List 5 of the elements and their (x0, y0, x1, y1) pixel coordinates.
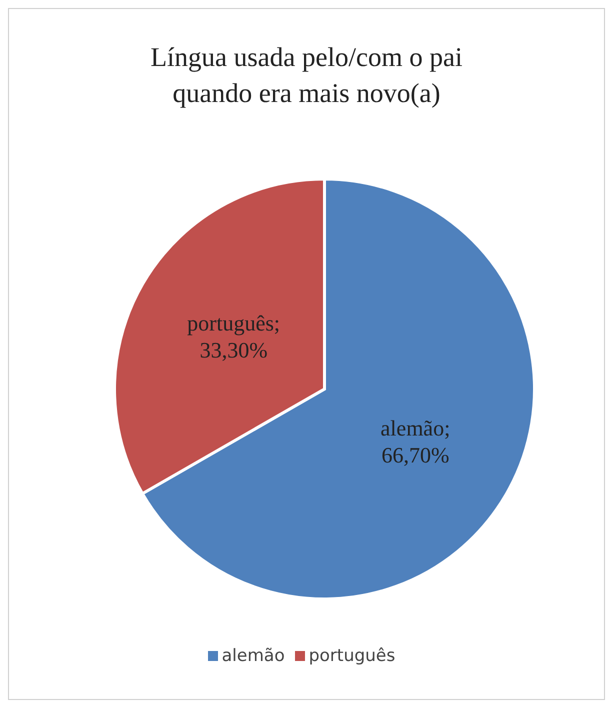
data-label: alemão; 66,70% (380, 416, 450, 468)
legend-label: português (308, 646, 396, 666)
chart-title: Língua usada pelo/com o pai quando era mais novo(a) (150, 41, 464, 110)
legend-label: alemão (222, 646, 285, 666)
data-label: português; 33,30% (187, 310, 280, 362)
